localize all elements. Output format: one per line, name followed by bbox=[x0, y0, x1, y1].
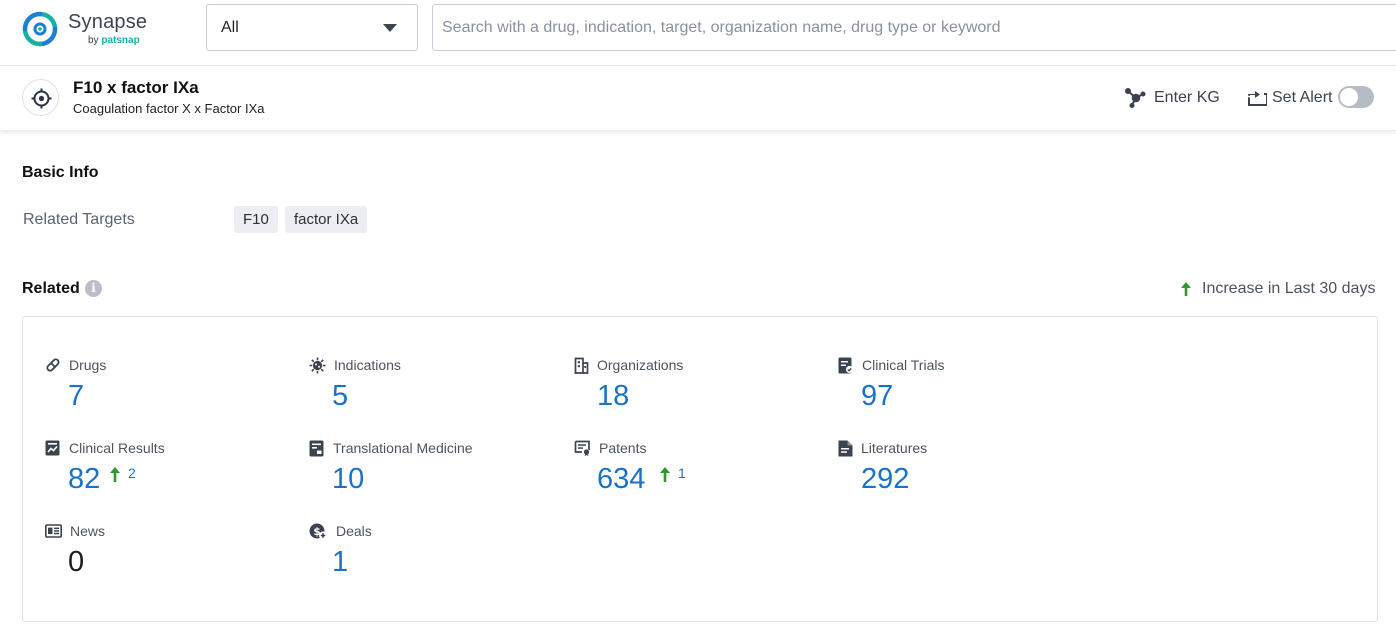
stat-news: News 0 bbox=[45, 522, 285, 588]
stat-clinical-trials[interactable]: Clinical Trials 97 bbox=[838, 356, 1078, 422]
stat-label: Patents bbox=[599, 440, 646, 456]
stat-literatures[interactable]: Literatures 292 bbox=[838, 439, 1078, 505]
virus-icon bbox=[309, 357, 326, 374]
toggle-knob bbox=[1340, 88, 1358, 106]
stat-patents[interactable]: Patents 634 1 bbox=[574, 439, 814, 505]
stat-value[interactable]: 634 bbox=[597, 463, 645, 496]
set-alert-button[interactable]: Set Alert bbox=[1247, 87, 1332, 109]
stat-indications[interactable]: Indications 5 bbox=[309, 356, 549, 422]
deal-icon: $ bbox=[309, 523, 328, 540]
alert-mail-icon bbox=[1247, 89, 1267, 107]
stat-label: Translational Medicine bbox=[333, 440, 473, 456]
synapse-logo-icon bbox=[22, 11, 58, 47]
caret-down-icon bbox=[383, 24, 397, 32]
clipboard-icon bbox=[838, 357, 854, 374]
stat-value[interactable]: 97 bbox=[861, 380, 893, 413]
increase-count: 1 bbox=[678, 465, 686, 481]
alert-toggle[interactable] bbox=[1338, 86, 1374, 108]
related-target-tag[interactable]: factor IXa bbox=[285, 206, 367, 233]
stat-translational-medicine[interactable]: Translational Medicine 10 bbox=[309, 439, 549, 505]
increase-indicator: 2 bbox=[109, 466, 136, 483]
search-input[interactable] bbox=[442, 5, 1382, 50]
newspaper-icon bbox=[45, 524, 62, 538]
stat-label: News bbox=[70, 523, 105, 539]
stat-label: Drugs bbox=[69, 357, 106, 373]
search-box[interactable] bbox=[432, 4, 1396, 51]
enter-kg-label: Enter KG bbox=[1154, 89, 1220, 107]
stat-label: Literatures bbox=[861, 440, 927, 456]
stat-value[interactable]: 18 bbox=[597, 380, 629, 413]
target-crosshair-icon bbox=[31, 88, 52, 109]
set-alert-label: Set Alert bbox=[1272, 89, 1332, 107]
related-title: Related bbox=[22, 280, 80, 298]
stat-deals[interactable]: $ Deals 1 bbox=[309, 522, 549, 588]
search-scope-select[interactable]: All bbox=[206, 4, 418, 51]
search-scope-value: All bbox=[221, 19, 239, 37]
stat-value[interactable]: 1 bbox=[332, 546, 348, 579]
related-target-tag[interactable]: F10 bbox=[234, 206, 278, 233]
stat-organizations[interactable]: Organizations 18 bbox=[574, 356, 814, 422]
stat-label: Clinical Results bbox=[69, 440, 165, 456]
stat-value: 0 bbox=[68, 546, 84, 579]
synapse-logo[interactable]: Synapse by patsnap bbox=[22, 10, 182, 54]
stat-label: Clinical Trials bbox=[862, 357, 944, 373]
stat-label: Deals bbox=[336, 523, 372, 539]
stat-value[interactable]: 5 bbox=[332, 380, 348, 413]
target-header: F10 x factor IXa Coagulation factor X x … bbox=[0, 66, 1396, 131]
top-bar: Synapse by patsnap All bbox=[0, 0, 1396, 66]
stat-value[interactable]: 82 bbox=[68, 463, 100, 496]
stat-label: Organizations bbox=[597, 357, 683, 373]
increase-legend: Increase in Last 30 days bbox=[1180, 279, 1375, 299]
target-title: F10 x factor IXa bbox=[73, 78, 199, 98]
increase-count: 2 bbox=[128, 465, 136, 481]
arrow-up-icon bbox=[1180, 281, 1192, 297]
byline-prefix: by bbox=[88, 35, 99, 46]
increase-legend-label: Increase in Last 30 days bbox=[1202, 280, 1375, 298]
document-list-icon bbox=[309, 440, 325, 457]
chart-report-icon bbox=[45, 440, 61, 456]
increase-indicator: 1 bbox=[659, 466, 686, 483]
arrow-up-icon bbox=[659, 466, 671, 483]
basic-info-title: Basic Info bbox=[22, 164, 98, 182]
knowledge-graph-icon bbox=[1124, 87, 1146, 109]
stat-clinical-results[interactable]: Clinical Results 82 2 bbox=[45, 439, 285, 505]
related-targets-label: Related Targets bbox=[23, 211, 135, 229]
enter-kg-button[interactable]: Enter KG bbox=[1124, 87, 1220, 109]
stat-label: Indications bbox=[334, 357, 401, 373]
info-icon[interactable]: i bbox=[85, 280, 102, 297]
pill-icon bbox=[45, 357, 61, 373]
app-name: Synapse bbox=[68, 11, 147, 34]
arrow-up-icon bbox=[109, 466, 121, 483]
app-byline: by patsnap bbox=[88, 35, 140, 46]
related-stats-card: Drugs 7 Indications 5 bbox=[22, 316, 1378, 622]
stat-value[interactable]: 10 bbox=[332, 463, 364, 496]
target-subtitle: Coagulation factor X x Factor IXa bbox=[73, 101, 264, 116]
stat-value[interactable]: 7 bbox=[68, 380, 84, 413]
literature-icon bbox=[838, 440, 853, 457]
patent-icon bbox=[574, 440, 591, 456]
stat-drugs[interactable]: Drugs 7 bbox=[45, 356, 285, 422]
stat-value[interactable]: 292 bbox=[861, 463, 909, 496]
target-badge bbox=[22, 79, 59, 116]
byline-brand: patsnap bbox=[101, 35, 139, 46]
building-icon bbox=[574, 357, 589, 374]
